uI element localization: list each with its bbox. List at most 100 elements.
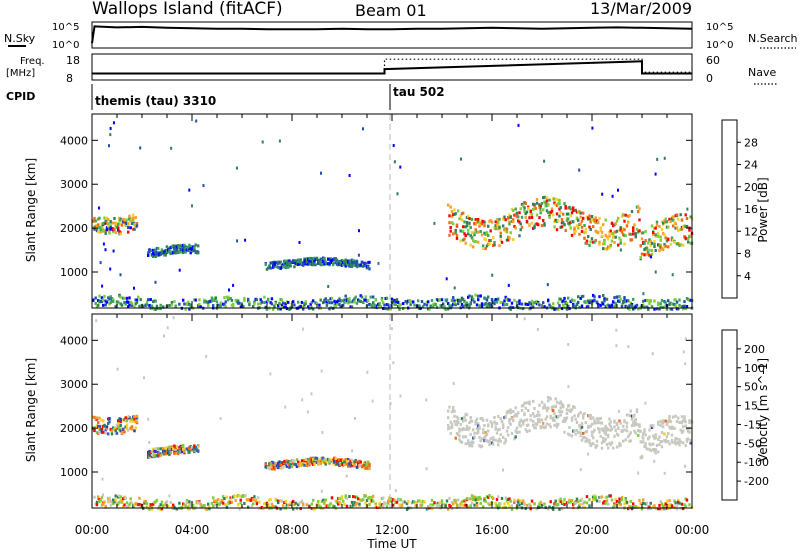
scatter-cell [152,252,155,255]
scatter-cell [477,240,480,244]
scatter-cell [512,238,515,241]
scatter-cell [195,250,199,253]
scatter-cell [112,249,115,253]
colorbar-tick-label: -100 [744,456,769,469]
scatter-cell [102,502,105,506]
scatter-cell [277,461,280,465]
scatter-cell [448,221,451,225]
scatter-cell [573,226,576,230]
scatter-cell [668,499,671,503]
scatter-cell [659,440,662,444]
scatter-cell [357,464,360,468]
scatter-cell [622,233,625,237]
colorbar-tick-label: -200 [744,475,769,488]
scatter-cell [308,461,311,465]
scatter-cell [279,260,282,264]
scatter-cell [123,296,126,300]
scatter-cell [478,427,481,430]
scatter-cell [297,260,300,264]
scatter-cell [499,300,502,304]
scatter-cell [334,462,337,466]
scatter-cell [685,217,689,220]
scatter-cell [97,495,100,499]
scatter-cell [390,297,394,301]
scatter-cell [552,405,555,409]
scatter-cell [138,503,141,506]
scatter-cell [577,226,580,230]
scatter-cell [598,243,601,246]
scatter-cell [678,303,681,307]
scatter-cell [130,222,134,225]
scatter-cell [487,224,490,228]
scatter-cell [458,429,461,433]
scatter-cell [128,503,131,507]
scatter-cell [534,422,537,426]
x-tick-label: 08:00 [275,523,310,537]
scatter-cell [545,409,549,413]
scatter-cell [535,197,539,201]
scatter-cell [664,301,667,305]
scatter-cell [565,412,569,415]
scatter-cell [679,428,682,432]
scatter-cell [579,411,582,415]
scatter-cell [524,401,527,405]
scatter-cell [577,414,580,418]
scatter-cell [567,304,570,308]
scatter-cell [104,231,107,235]
scatter-cell [182,443,185,447]
scatter-cell [497,415,500,418]
scatter-cell [487,242,490,246]
scatter-cell [457,302,460,306]
scatter-cell [597,220,600,224]
cpid-label: CPID [6,90,35,103]
scatter-cell [560,507,564,511]
scatter-cell [149,249,152,252]
scatter-cell [580,225,584,229]
noise-left-tick-bottom: 10^0 [52,40,79,51]
scatter-cell [288,462,291,466]
scatter-cell [347,459,350,463]
scatter-cell [334,458,337,462]
scatter-cell [100,495,104,499]
scatter-cell [104,221,107,225]
scatter-cell [508,220,511,224]
scatter-cell [602,223,605,227]
scatter-cell [497,223,500,227]
scatter-cell [617,188,619,192]
scatter-cell [617,502,620,506]
scatter-cell [630,238,634,242]
scatter-cell [168,453,171,457]
scatter-cell [359,460,362,464]
scatter-cell [474,228,477,232]
scatter-cell [490,424,494,428]
scatter-cell [650,241,654,245]
scatter-cell [499,433,502,437]
scatter-cell [153,252,156,256]
scatter-cell [355,495,359,499]
scatter-cell [468,217,471,221]
scatter-cell [197,244,200,248]
scatter-cell [510,504,514,508]
scatter-cell [602,429,605,432]
scatter-cell [449,420,452,424]
scatter-cell [619,503,622,507]
scatter-cell [173,451,176,455]
scatter-cell [614,498,617,502]
scatter-cell [301,398,304,402]
scatter-cell [477,220,480,224]
scatter-cell [654,507,657,511]
scatter-cell [347,262,350,265]
scatter-cell [109,227,112,231]
scatter-cell [558,201,561,205]
scatter-cell [484,238,487,242]
scatter-cell [514,435,517,439]
scatter-cell [680,421,684,425]
scatter-cell [619,297,622,301]
scatter-cell [580,304,584,308]
scatter-cell [295,465,299,468]
scatter-cell [570,416,574,420]
scatter-cell [518,430,521,434]
scatter-cell [530,216,534,219]
